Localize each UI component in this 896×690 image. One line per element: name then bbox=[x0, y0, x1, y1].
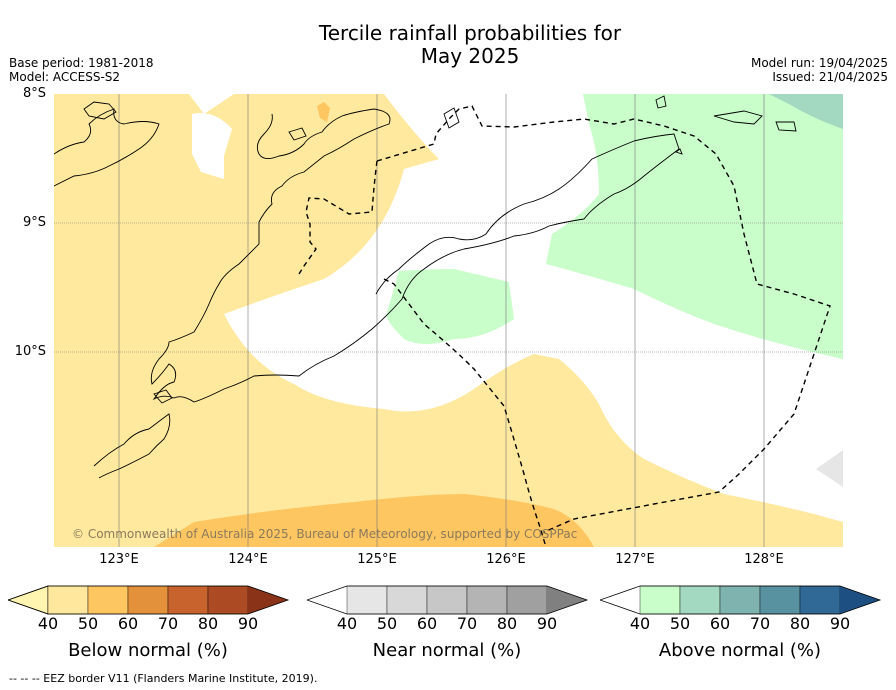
copyright-text: © Commonwealth of Australia 2025, Bureau… bbox=[72, 527, 577, 541]
above-tick-50: 50 bbox=[669, 614, 691, 633]
base-period-text: Base period: 1981-2018 bbox=[9, 56, 154, 70]
lon-label-128e: 128°E bbox=[744, 552, 784, 567]
near-tick-60: 60 bbox=[416, 614, 438, 633]
moa-island-coast bbox=[775, 121, 797, 132]
north-islands-coast bbox=[83, 101, 117, 120]
near-tick-40: 40 bbox=[336, 614, 358, 633]
map-title-line2: May 2025 bbox=[420, 44, 520, 68]
issued-text: Issued: 21/04/2025 bbox=[772, 70, 888, 84]
lon-label-126e: 126°E bbox=[486, 552, 526, 567]
near-tick-80: 80 bbox=[496, 614, 518, 633]
below-normal-label: Below normal (%) bbox=[68, 640, 228, 661]
kisar-island-coast bbox=[655, 95, 667, 109]
small-island-a bbox=[153, 389, 173, 404]
above-tick-80: 80 bbox=[789, 614, 811, 633]
below-tick-60: 60 bbox=[117, 614, 139, 633]
small-island-c bbox=[443, 107, 460, 129]
near-normal-label: Near normal (%) bbox=[372, 640, 522, 661]
coastlines bbox=[54, 95, 797, 479]
below-normal-colorbar bbox=[8, 585, 290, 615]
map-title-line1: Tercile rainfall probabilities for bbox=[318, 21, 622, 45]
jaco-island-coast bbox=[675, 148, 683, 155]
above-tick-70: 70 bbox=[749, 614, 771, 633]
above-tick-60: 60 bbox=[709, 614, 731, 633]
above-tick-90: 90 bbox=[829, 614, 851, 633]
timor-island-coast bbox=[150, 108, 680, 403]
eez-footnote: -- -- -- EEZ border V11 (Flanders Marine… bbox=[9, 672, 318, 685]
below-tick-40: 40 bbox=[37, 614, 59, 633]
below-tick-70: 70 bbox=[157, 614, 179, 633]
rainfall-probability-map: © Commonwealth of Australia 2025, Bureau… bbox=[54, 94, 843, 547]
leti-islands-coast bbox=[713, 110, 763, 125]
model-text: Model: ACCESS-S2 bbox=[9, 70, 121, 84]
below-tick-90: 90 bbox=[237, 614, 259, 633]
lon-label-127e: 127°E bbox=[615, 552, 655, 567]
near-tick-50: 50 bbox=[376, 614, 398, 633]
map-gridlines bbox=[54, 94, 843, 547]
above-normal-50-corner bbox=[769, 94, 843, 129]
lon-label-125e: 125°E bbox=[357, 552, 397, 567]
lon-label-123e: 123°E bbox=[99, 552, 139, 567]
model-run-text: Model run: 19/04/2025 bbox=[750, 56, 888, 70]
near-tick-70: 70 bbox=[456, 614, 478, 633]
below-normal-50-small bbox=[317, 102, 330, 122]
rote-island-coast bbox=[93, 413, 171, 479]
lat-label-8s: 8°S bbox=[22, 86, 46, 101]
near-normal-colorbar bbox=[307, 585, 589, 615]
alor-wetar-coast bbox=[54, 108, 160, 187]
above-normal-region-central bbox=[386, 269, 514, 344]
above-normal-label: Above normal (%) bbox=[658, 640, 822, 661]
below-tick-80: 80 bbox=[197, 614, 219, 633]
above-normal-colorbar bbox=[600, 585, 882, 615]
below-normal-region bbox=[54, 94, 843, 547]
lat-label-9s: 9°S bbox=[22, 215, 46, 230]
near-tick-90: 90 bbox=[536, 614, 558, 633]
no-dominant-white-patch bbox=[192, 113, 232, 179]
below-tick-50: 50 bbox=[77, 614, 99, 633]
near-normal-patch bbox=[816, 450, 843, 487]
above-tick-40: 40 bbox=[629, 614, 651, 633]
lat-label-10s: 10°S bbox=[14, 344, 46, 359]
small-island-b bbox=[288, 127, 307, 141]
lon-label-124e: 124°E bbox=[228, 552, 268, 567]
above-normal-region-east bbox=[546, 94, 843, 359]
below-normal-50-patch bbox=[154, 494, 594, 547]
eez-border bbox=[298, 105, 831, 547]
